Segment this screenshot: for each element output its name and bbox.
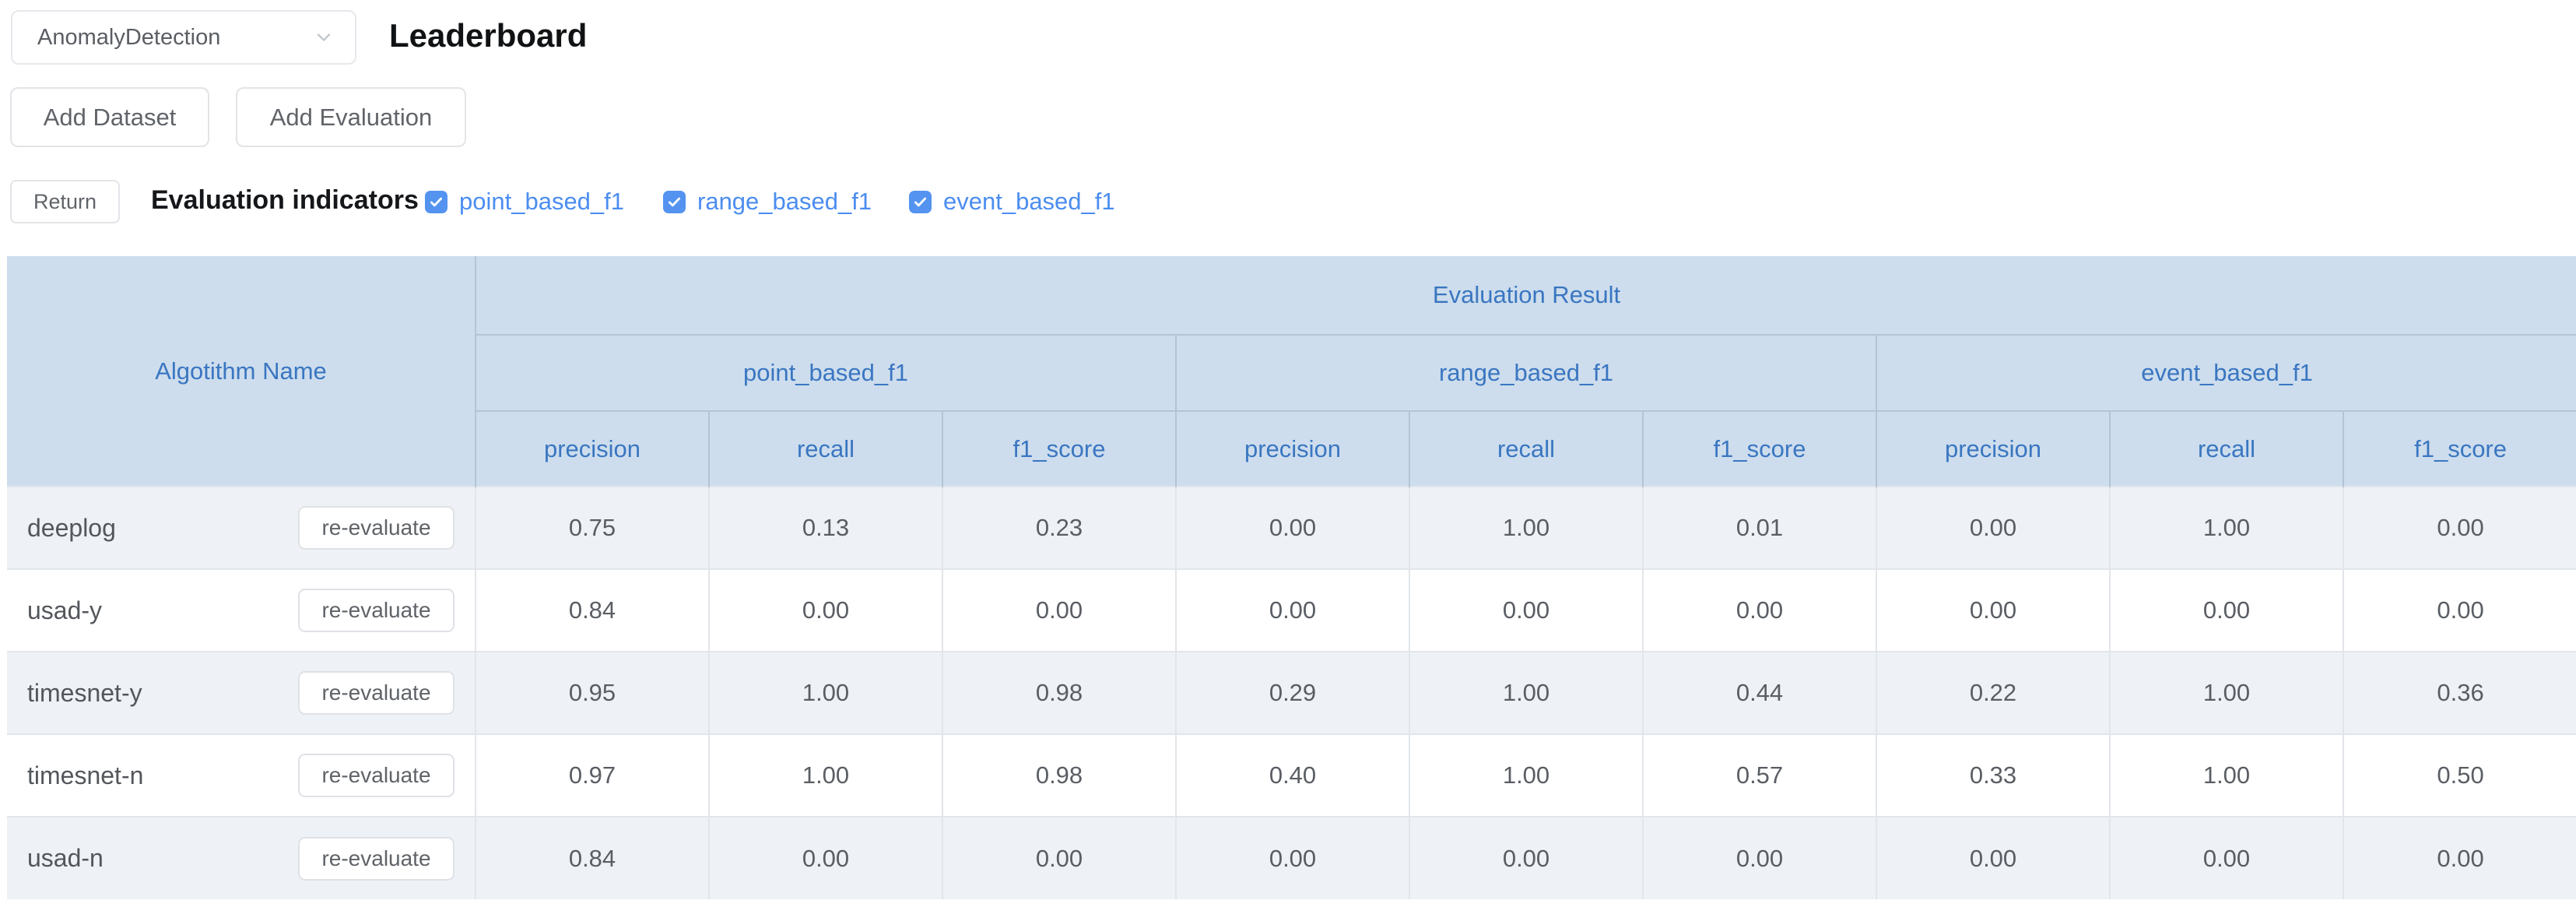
algorithm-name: timesnet-n	[27, 761, 144, 789]
metric-value-cell: 0.50	[2342, 733, 2576, 817]
re-evaluate-button[interactable]: re-evaluate	[298, 589, 454, 632]
metric-value-cell: 0.00	[2342, 816, 2576, 899]
column-header-f1-score: f1_score	[1642, 411, 1876, 487]
metric-value-cell: 0.01	[1642, 486, 1876, 569]
column-header-precision: precision	[1876, 411, 2110, 487]
metric-value-cell: 0.33	[1876, 733, 2110, 817]
checkbox-checked-icon	[909, 190, 932, 213]
metric-value-cell: 0.40	[1175, 733, 1409, 817]
metric-value-cell: 0.57	[1642, 733, 1876, 817]
metric-value-cell: 0.44	[1642, 651, 1876, 734]
metric-value-cell: 0.00	[942, 568, 1176, 652]
metric-value-cell: 0.98	[942, 651, 1176, 734]
metric-value-cell: 0.75	[475, 486, 709, 569]
metric-value-cell: 1.00	[1409, 651, 1643, 734]
re-evaluate-button[interactable]: re-evaluate	[298, 506, 454, 550]
metric-value-cell: 1.00	[2109, 651, 2343, 734]
metric-value-cell: 0.00	[1175, 816, 1409, 899]
metric-value-cell: 0.00	[708, 568, 942, 652]
metric-value-cell: 0.00	[2342, 486, 2576, 569]
table-row: usad-y re-evaluate 0.84 0.00 0.00 0.00 0.00 0.0…	[7, 568, 2576, 652]
metric-value-cell: 1.00	[1409, 733, 1643, 817]
metric-value-cell: 0.00	[1642, 816, 1876, 899]
column-header-recall: recall	[2109, 411, 2343, 487]
re-evaluate-button[interactable]: re-evaluate	[298, 836, 454, 881]
return-button[interactable]: Return	[10, 180, 120, 223]
checkbox-checked-icon	[663, 190, 686, 213]
table-row: timesnet-y re-evaluate 0.95 1.00 0.98 0.29 1.0…	[7, 651, 2576, 734]
metric-value-cell: 0.13	[708, 486, 942, 569]
column-header-f1-score: f1_score	[2342, 411, 2576, 487]
algorithm-name-cell: usad-y re-evaluate	[7, 568, 476, 652]
metric-value-cell: 0.00	[1409, 816, 1643, 899]
table-row: timesnet-n re-evaluate 0.97 1.00 0.98 0.40 1.0…	[7, 733, 2576, 817]
checkbox-checked-icon	[425, 190, 447, 213]
column-header-recall: recall	[1409, 411, 1643, 487]
algorithm-name-cell: usad-n re-evaluate	[7, 816, 476, 899]
algorithm-name: usad-n	[27, 844, 104, 872]
algorithm-name: deeplog	[27, 513, 116, 542]
evaluation-indicators-label: Evaluation indicators	[151, 185, 419, 215]
algorithm-name: usad-y	[27, 596, 103, 624]
algorithm-name-cell: timesnet-y re-evaluate	[7, 651, 476, 734]
metric-value-cell: 0.00	[2342, 568, 2576, 652]
checkbox-label: event_based_f1	[943, 188, 1115, 215]
metric-value-cell: 0.22	[1876, 651, 2110, 734]
table-body: deeplog re-evaluate 0.75 0.13 0.23 0.00 1.00 0.…	[7, 486, 2576, 899]
algorithm-name-cell: deeplog re-evaluate	[7, 486, 476, 569]
algorithm-name-cell: timesnet-n re-evaluate	[7, 733, 476, 817]
re-evaluate-button[interactable]: re-evaluate	[298, 754, 454, 797]
metric-value-cell: 0.95	[475, 651, 709, 734]
metric-value-cell: 0.00	[1876, 568, 2110, 652]
table-row: deeplog re-evaluate 0.75 0.13 0.23 0.00 1.00 0.…	[7, 486, 2576, 569]
metric-value-cell: 0.00	[1876, 816, 2110, 899]
leaderboard-table: Algotithm Name Evaluation Result point_b…	[7, 256, 2576, 899]
metric-value-cell: 0.36	[2342, 651, 2576, 734]
metric-value-cell: 0.97	[475, 733, 709, 817]
metric-value-cell: 1.00	[2109, 733, 2343, 817]
metric-value-cell: 1.00	[1409, 486, 1643, 569]
checkbox-range-based-f1[interactable]: range_based_f1	[663, 188, 872, 216]
metric-value-cell: 0.00	[708, 816, 942, 899]
checkbox-label: point_based_f1	[459, 188, 625, 215]
column-header-precision: precision	[475, 411, 709, 487]
checkbox-label: range_based_f1	[697, 188, 872, 215]
metric-value-cell: 0.84	[475, 568, 709, 652]
checkbox-event-based-f1[interactable]: event_based_f1	[909, 188, 1115, 216]
column-group-event-based-f1: event_based_f1	[1875, 335, 2576, 412]
algorithm-name: timesnet-y	[27, 678, 142, 707]
metric-value-cell: 0.00	[1175, 568, 1409, 652]
column-header-recall: recall	[708, 411, 942, 487]
metric-value-cell: 0.23	[942, 486, 1176, 569]
metric-value-cell: 0.00	[1876, 486, 2110, 569]
column-group-range-based-f1: range_based_f1	[1175, 335, 1876, 412]
metric-value-cell: 0.00	[1175, 486, 1409, 569]
table-row: usad-n re-evaluate 0.84 0.00 0.00 0.00 0.00 0.0…	[7, 816, 2576, 899]
metric-value-cell: 0.00	[2109, 568, 2343, 652]
metric-value-cell: 1.00	[2109, 486, 2343, 569]
page-title: Leaderboard	[389, 17, 588, 54]
column-header-algorithm-name: Algotithm Name	[7, 256, 476, 487]
add-dataset-button[interactable]: Add Dataset	[10, 87, 209, 147]
metric-value-cell: 0.00	[2109, 816, 2343, 899]
dataset-select-value: AnomalyDetection	[37, 24, 221, 50]
metric-value-cell: 1.00	[708, 733, 942, 817]
dataset-select[interactable]: AnomalyDetection	[11, 10, 356, 65]
metric-value-cell: 0.84	[475, 816, 709, 899]
column-group-point-based-f1: point_based_f1	[475, 335, 1176, 412]
metric-value-cell: 0.98	[942, 733, 1176, 817]
add-evaluation-button[interactable]: Add Evaluation	[236, 87, 466, 147]
chevron-down-icon	[313, 26, 335, 48]
metric-value-cell: 1.00	[708, 651, 942, 734]
column-header-f1-score: f1_score	[942, 411, 1176, 487]
metric-value-cell: 0.29	[1175, 651, 1409, 734]
metric-value-cell: 0.00	[942, 816, 1176, 899]
metric-value-cell: 0.00	[1409, 568, 1643, 652]
checkbox-point-based-f1[interactable]: point_based_f1	[425, 188, 624, 216]
re-evaluate-button[interactable]: re-evaluate	[298, 671, 454, 715]
metric-value-cell: 0.00	[1642, 568, 1876, 652]
column-header-evaluation-result: Evaluation Result	[476, 256, 2576, 336]
column-header-precision: precision	[1175, 411, 1409, 487]
